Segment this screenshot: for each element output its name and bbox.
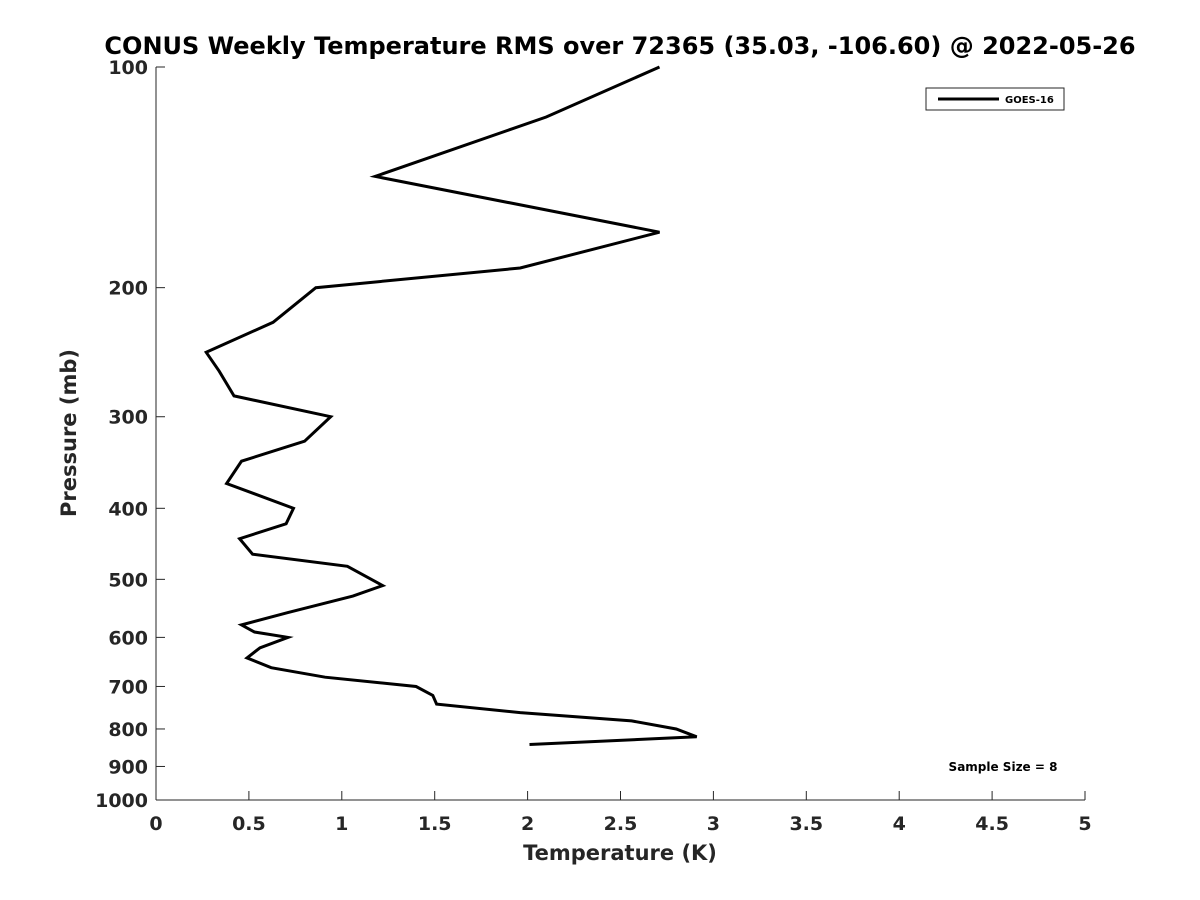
- x-tick-label: 1.5: [418, 813, 452, 835]
- y-tick-label: 200: [108, 278, 148, 300]
- x-axis-ticks: 0 0.5 1 1.5 2 2.5 3 3.5 4 4.5 5: [149, 791, 1092, 835]
- y-tick-label: 700: [108, 676, 148, 698]
- x-tick-label: 2.5: [604, 813, 638, 835]
- x-tick-label: 3: [707, 813, 720, 835]
- y-tick-label: 500: [108, 569, 148, 591]
- legend-label-goes-16: GOES-16: [1005, 95, 1054, 106]
- chart-title: CONUS Weekly Temperature RMS over 72365 …: [104, 32, 1135, 60]
- x-tick-label: 3.5: [789, 813, 823, 835]
- y-tick-label: 600: [108, 627, 148, 649]
- x-tick-label: 4: [893, 813, 906, 835]
- y-axis-label: Pressure (mb): [57, 349, 81, 517]
- y-tick-label: 800: [108, 719, 148, 741]
- y-tick-label: 100: [108, 57, 148, 79]
- y-tick-label: 900: [108, 756, 148, 778]
- y-tick-label: 400: [108, 498, 148, 520]
- x-tick-label: 0.5: [232, 813, 266, 835]
- y-axis-ticks: 100 200 300 400 500 600 700 800 900 1000: [95, 57, 165, 812]
- series-goes-16-line: [203, 65, 698, 746]
- x-tick-label: 4.5: [975, 813, 1009, 835]
- x-tick-label: 2: [521, 813, 534, 835]
- x-tick-label: 1: [335, 813, 348, 835]
- x-tick-label: 5: [1078, 813, 1091, 835]
- sample-size-annotation: Sample Size = 8: [949, 760, 1058, 774]
- x-tick-label: 0: [149, 813, 162, 835]
- legend: GOES-16: [925, 87, 1065, 111]
- x-axis-label: Temperature (K): [523, 841, 717, 865]
- y-tick-label: 1000: [95, 790, 148, 812]
- y-tick-label: 300: [108, 407, 148, 429]
